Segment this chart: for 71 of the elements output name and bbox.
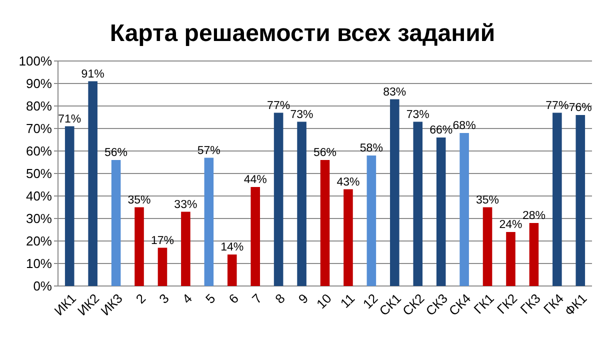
x-tick-label: 2: [132, 290, 149, 306]
data-label: 66%: [430, 124, 453, 136]
data-label: 24%: [499, 219, 522, 231]
bar: [274, 112, 284, 286]
data-label: 68%: [452, 120, 476, 132]
data-label: 33%: [174, 198, 198, 211]
data-label: 73%: [406, 108, 430, 121]
data-label: 44%: [244, 174, 267, 186]
bar: [88, 81, 98, 286]
bar: [64, 126, 74, 286]
bar: [320, 160, 330, 286]
data-label: 35%: [128, 194, 151, 206]
bar: [390, 99, 400, 286]
bar: [366, 156, 376, 286]
data-label: 57%: [197, 144, 220, 157]
data-label: 91%: [81, 68, 104, 80]
bar: [181, 212, 190, 286]
bar: [460, 133, 469, 286]
bar: [436, 138, 446, 286]
bar: [250, 187, 260, 286]
y-tick-label: 40%: [26, 188, 52, 204]
bar: [506, 232, 516, 286]
data-label: 73%: [290, 108, 314, 121]
x-tick-label: ИК1: [51, 290, 79, 318]
x-tick-label: 12: [360, 290, 381, 312]
y-tick-label: 50%: [26, 166, 52, 182]
x-tick-label: 10: [314, 290, 334, 312]
bar: [297, 122, 306, 286]
bar: [111, 160, 121, 286]
bar: [227, 254, 237, 286]
data-label: 76%: [568, 102, 592, 114]
bar: [576, 115, 586, 286]
x-tick-label: 7: [248, 290, 265, 306]
y-tick-label: 70%: [26, 121, 52, 136]
y-tick-label: 90%: [26, 76, 52, 92]
data-label: 56%: [104, 147, 128, 159]
bar: [482, 207, 492, 286]
x-tick-label: 5: [202, 290, 218, 306]
bar: [158, 248, 168, 286]
bar: [134, 207, 144, 286]
y-tick-label: 100%: [18, 54, 52, 69]
y-tick-label: 80%: [26, 98, 52, 114]
x-tick-label: 6: [226, 290, 242, 306]
data-label: 35%: [476, 194, 500, 206]
data-label: 14%: [220, 242, 244, 254]
x-tick-label: 11: [337, 290, 358, 311]
y-tick-label: 10%: [26, 256, 52, 272]
x-tick-label: 3: [156, 290, 172, 306]
bar: [529, 223, 539, 286]
data-label: 77%: [546, 100, 569, 112]
bar: [344, 189, 353, 286]
x-tick-label: ИК3: [98, 290, 126, 318]
data-label: 77%: [267, 100, 290, 112]
y-tick-label: 60%: [26, 144, 52, 159]
data-label: 17%: [150, 234, 174, 247]
data-label: 43%: [336, 176, 360, 188]
data-label: 71%: [58, 113, 82, 126]
bar: [552, 112, 562, 286]
x-tick-label: 8: [272, 290, 288, 306]
bar: [204, 158, 214, 286]
chart-title: Карта решаемости всех заданий: [110, 20, 496, 47]
y-tick-label: 20%: [26, 234, 52, 249]
x-tick-label: 4: [179, 290, 196, 306]
x-tick-label: 9: [295, 290, 312, 306]
y-tick-label: 30%: [26, 211, 52, 226]
data-label: 28%: [522, 210, 546, 222]
bar: [413, 122, 423, 286]
data-label: 56%: [313, 147, 337, 159]
data-label: 83%: [383, 86, 406, 98]
data-label: 58%: [360, 142, 383, 154]
y-tick-label: 0%: [33, 278, 52, 294]
